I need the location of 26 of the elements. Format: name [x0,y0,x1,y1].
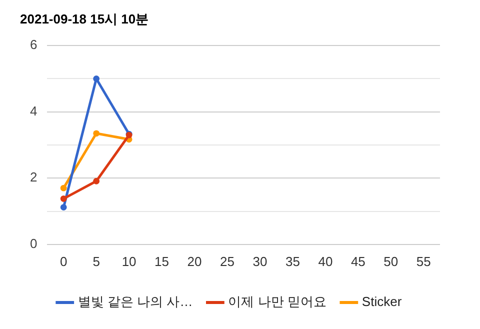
chart-title: 2021-09-18 15시 10분 [20,11,149,26]
x-tick-label: 50 [384,254,398,269]
x-tick-label: 15 [154,254,170,269]
x-tick-label: 35 [285,254,300,269]
x-tick-label: 30 [252,254,268,269]
x-tick-label: 10 [122,254,136,269]
x-tick-label: 0 [60,254,68,269]
point [60,195,67,202]
y-tick-label: 6 [30,37,38,52]
y-tick-label: 0 [30,236,38,251]
x-tick-label: 25 [220,254,234,269]
point [93,178,100,184]
legend-label: 별빛 같은 나의 사… [78,294,193,310]
legend-label: Sticker [362,294,402,310]
legend-label: 이제 나만 믿어요 [228,294,326,310]
y-tick-label: 2 [30,170,38,185]
point [60,204,67,210]
x-tick-label: 20 [187,254,202,269]
y-tick-label: 4 [30,103,38,118]
point [60,184,67,192]
x-tick-label: 40 [318,254,333,269]
x-tick-label: 45 [350,254,366,269]
x-tick-label: 5 [92,254,100,269]
point [93,76,100,82]
point [93,130,100,137]
x-tick-label: 55 [416,254,431,269]
